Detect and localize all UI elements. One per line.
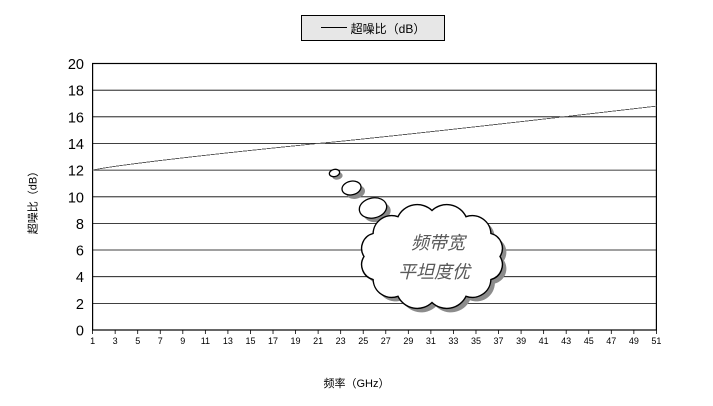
svg-text:10: 10 xyxy=(68,190,84,206)
svg-text:1: 1 xyxy=(90,336,95,346)
svg-text:14: 14 xyxy=(68,137,84,153)
svg-text:19: 19 xyxy=(291,336,301,346)
svg-text:2: 2 xyxy=(76,297,84,313)
svg-text:13: 13 xyxy=(223,336,233,346)
svg-text:3: 3 xyxy=(113,336,118,346)
svg-text:9: 9 xyxy=(180,336,185,346)
svg-text:49: 49 xyxy=(629,336,639,346)
svg-text:33: 33 xyxy=(448,336,458,346)
svg-text:41: 41 xyxy=(539,336,549,346)
svg-text:频带宽: 频带宽 xyxy=(411,233,468,253)
svg-text:5: 5 xyxy=(135,336,140,346)
svg-text:17: 17 xyxy=(268,336,278,346)
svg-text:39: 39 xyxy=(516,336,526,346)
svg-text:25: 25 xyxy=(358,336,368,346)
svg-text:51: 51 xyxy=(651,336,661,346)
svg-text:31: 31 xyxy=(426,336,436,346)
svg-text:37: 37 xyxy=(494,336,504,346)
svg-text:0: 0 xyxy=(76,324,84,340)
svg-text:平坦度优: 平坦度优 xyxy=(398,262,472,282)
svg-text:29: 29 xyxy=(403,336,413,346)
svg-text:23: 23 xyxy=(336,336,346,346)
svg-text:43: 43 xyxy=(561,336,571,346)
svg-text:12: 12 xyxy=(68,164,84,180)
svg-text:35: 35 xyxy=(471,336,481,346)
svg-text:27: 27 xyxy=(381,336,391,346)
svg-text:6: 6 xyxy=(76,244,84,260)
svg-text:20: 20 xyxy=(68,57,84,73)
svg-text:16: 16 xyxy=(68,110,84,126)
svg-text:11: 11 xyxy=(201,336,210,346)
svg-text:18: 18 xyxy=(68,84,84,100)
svg-text:45: 45 xyxy=(584,336,594,346)
svg-text:8: 8 xyxy=(76,217,84,233)
svg-text:4: 4 xyxy=(76,270,84,286)
svg-text:15: 15 xyxy=(245,336,255,346)
svg-text:21: 21 xyxy=(313,336,323,346)
svg-text:47: 47 xyxy=(606,336,616,346)
svg-text:7: 7 xyxy=(158,336,163,346)
